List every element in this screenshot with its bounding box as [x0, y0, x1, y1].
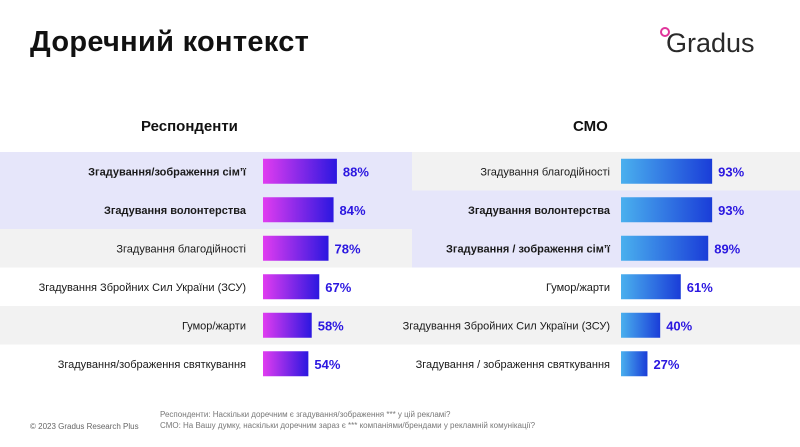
respondents-row-bg	[0, 190, 412, 229]
cmo-value-label: 93%	[718, 164, 744, 179]
respondents-category-label: Згадування благодійності	[116, 243, 246, 255]
respondents-row-bg	[0, 306, 412, 345]
respondents-value-label: 54%	[314, 357, 340, 372]
respondents-bar	[263, 158, 337, 184]
page-title: Доречний контекст	[30, 26, 310, 58]
respondents-chart: Згадування/зображення сім’ї 88% Згадування…	[39, 158, 369, 377]
cmo-value-label: 40%	[666, 318, 692, 333]
cmo-bar	[621, 158, 713, 184]
cmo-category-label: Згадування Збройних Сил України (ЗСУ)	[403, 320, 610, 332]
respondents-value-label: 78%	[335, 241, 361, 256]
logo-dot-icon	[660, 27, 670, 37]
cmo-value-label: 61%	[687, 280, 713, 295]
respondents-category-label: Згадування/зображення святкування	[58, 359, 246, 371]
respondents-bar	[263, 312, 312, 338]
respondents-bar	[263, 351, 309, 377]
cmo-category-label: Згадування благодійності	[480, 166, 610, 178]
footnote-cmo: СМО: На Вашу думку, наскільки доречним з…	[160, 421, 536, 430]
cmo-chart: Згадування благодійності 93% Згадування во…	[403, 158, 745, 377]
respondents-category-label: Згадування Збройних Сил України (ЗСУ)	[39, 282, 246, 294]
cmo-value-label: 27%	[653, 357, 679, 372]
respondents-bar	[263, 197, 334, 223]
respondents-category-label: Гумор/жарти	[182, 320, 246, 332]
cmo-bar	[621, 274, 681, 300]
cmo-row-bg	[412, 229, 800, 268]
cmo-bar	[621, 351, 648, 377]
cmo-category-label: Гумор/жарти	[546, 282, 610, 294]
respondents-row-bg	[0, 152, 412, 191]
respondents-bar	[263, 274, 320, 300]
respondents-value-label: 58%	[318, 318, 344, 333]
cmo-category-label: Згадування волонтерства	[468, 205, 611, 217]
cmo-bar	[621, 235, 709, 261]
cmo-category-label: Згадування / зображення святкування	[416, 359, 610, 371]
respondents-value-label: 84%	[340, 203, 366, 218]
respondents-column-title: Респонденти	[141, 118, 238, 135]
brand-logo: Gradus	[666, 28, 755, 58]
cmo-column-title: СМО	[573, 118, 608, 135]
cmo-value-label: 93%	[718, 203, 744, 218]
footnote-respondents: Респонденти: Наскільки доречним є згадув…	[160, 410, 451, 419]
copyright-text: © 2023 Gradus Research Plus	[30, 422, 139, 431]
cmo-bar	[621, 312, 661, 338]
respondents-value-label: 88%	[343, 164, 369, 179]
cmo-category-label: Згадування / зображення сім’ї	[446, 243, 611, 255]
cmo-bar	[621, 197, 713, 223]
cmo-row-bg	[412, 152, 800, 191]
cmo-row-bg	[412, 306, 800, 345]
respondents-row-bg	[0, 229, 412, 268]
respondents-category-label: Згадування/зображення сім’ї	[88, 166, 247, 178]
respondents-category-label: Згадування волонтерства	[104, 205, 247, 217]
cmo-row-bg	[412, 190, 800, 229]
cmo-value-label: 89%	[714, 241, 740, 256]
respondents-bar	[263, 235, 329, 261]
respondents-value-label: 67%	[325, 280, 351, 295]
